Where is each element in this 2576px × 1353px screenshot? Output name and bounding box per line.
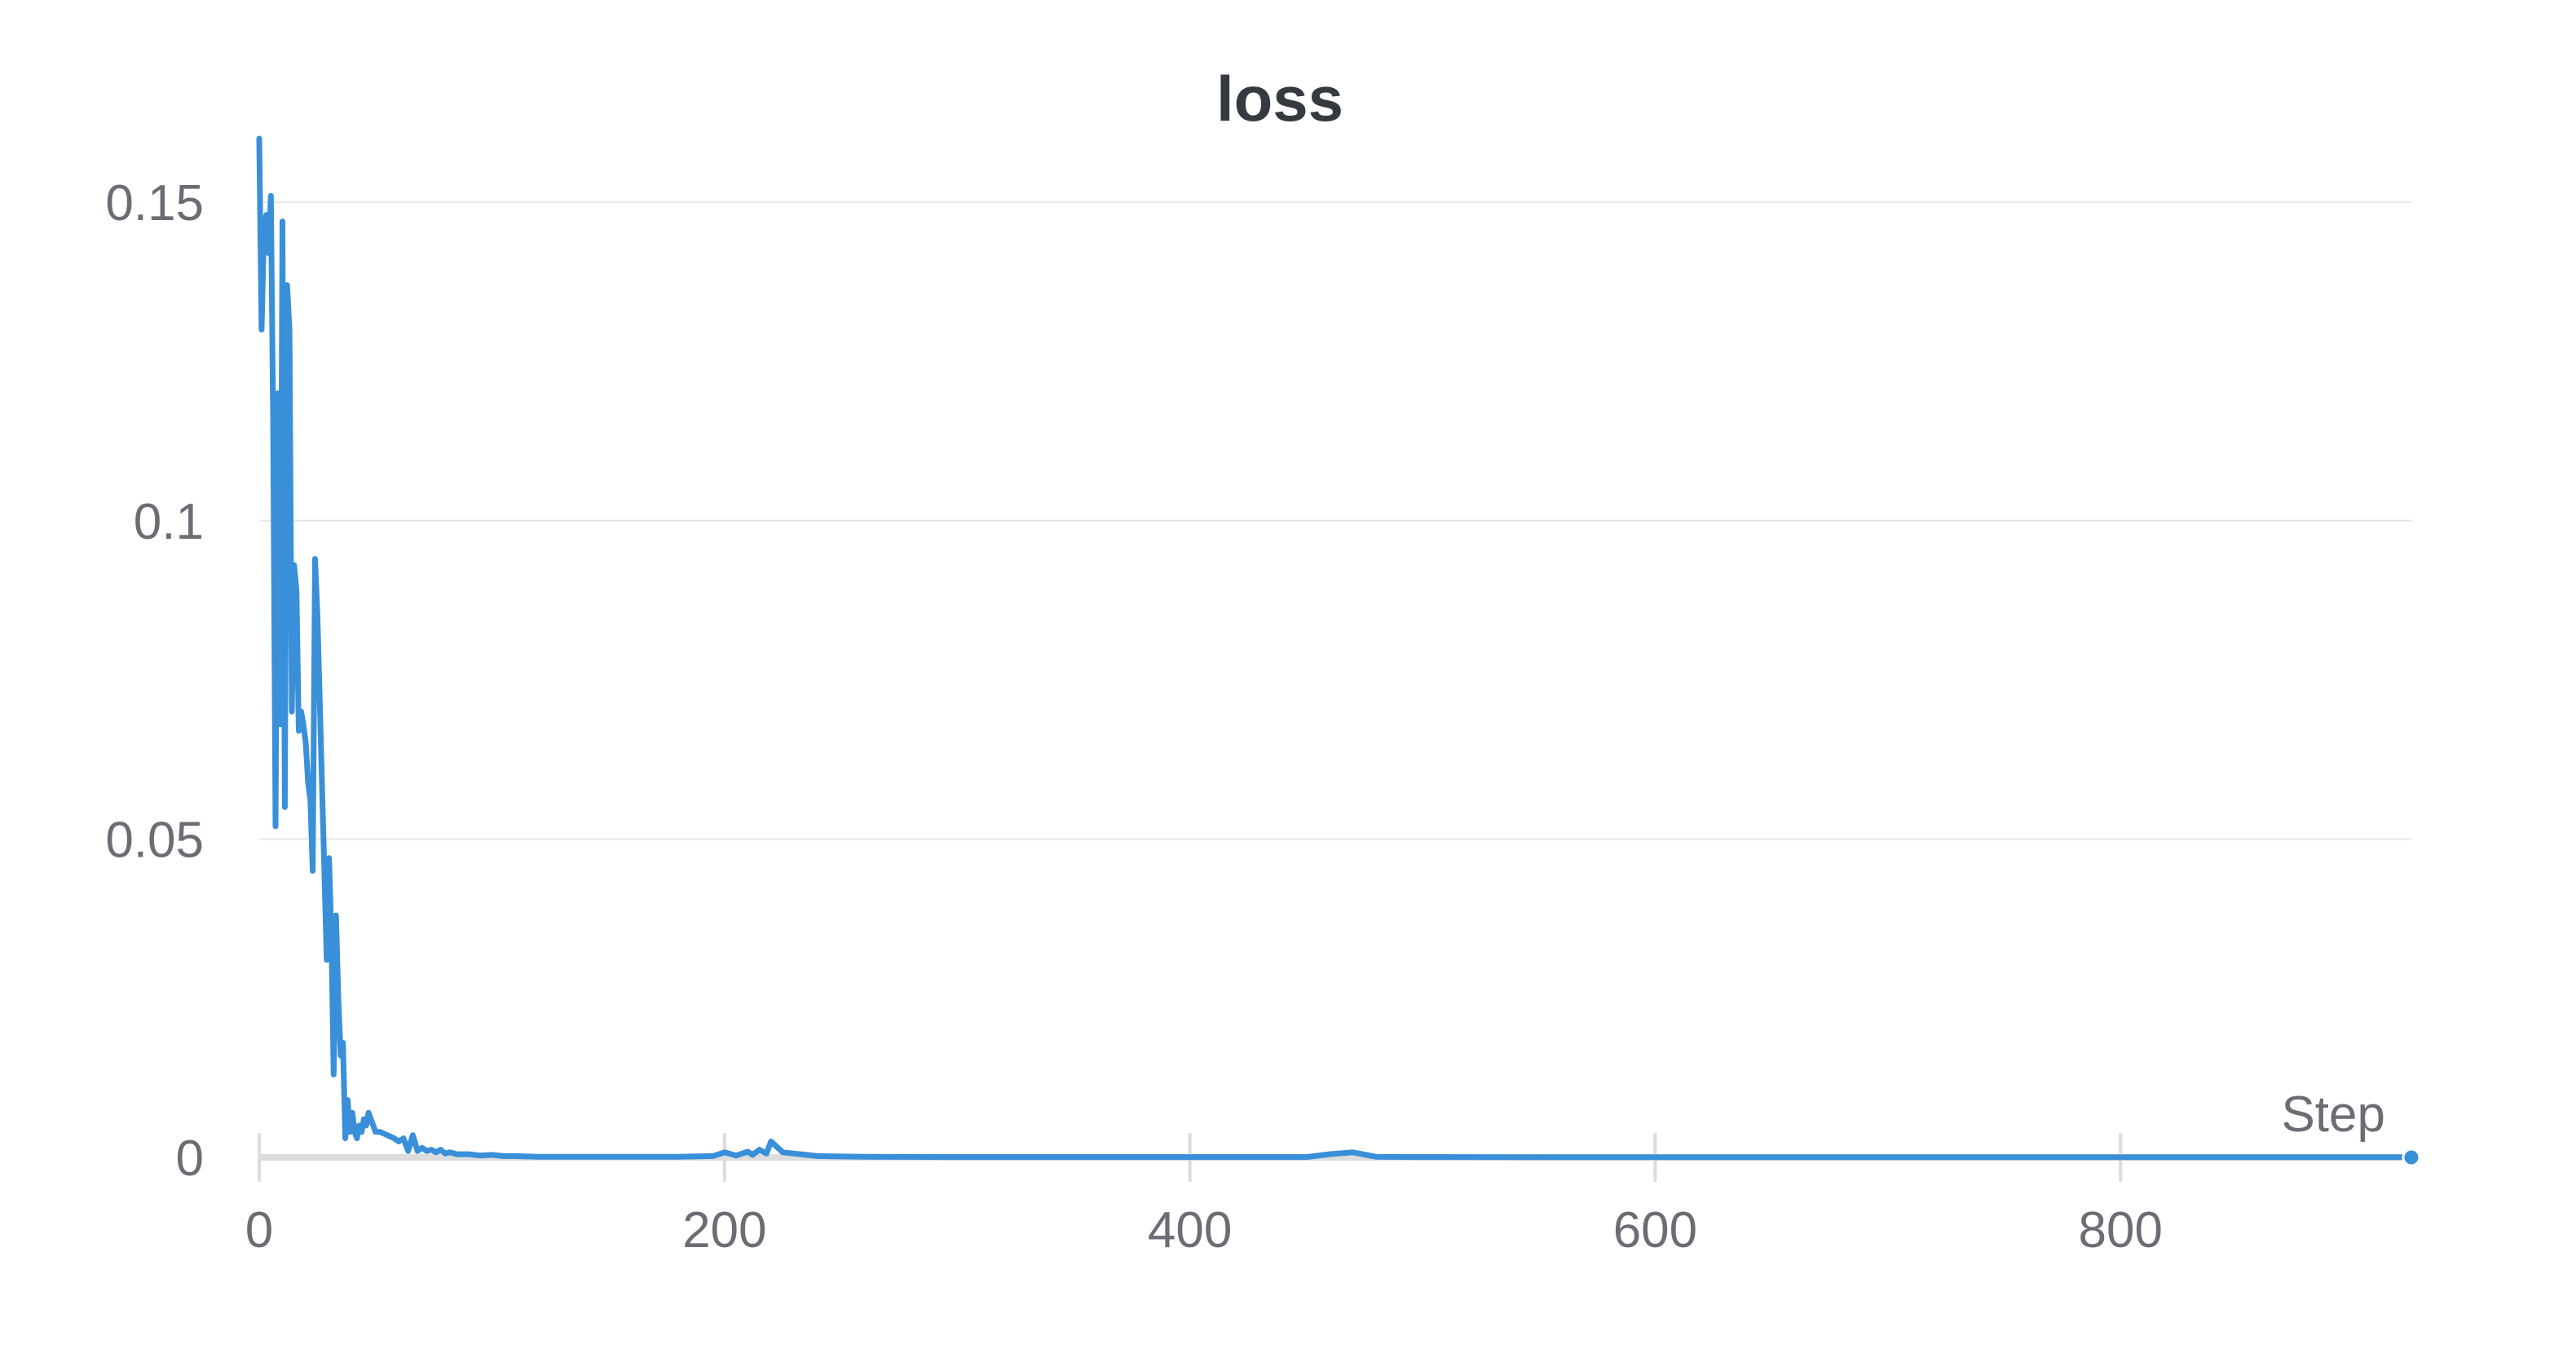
y-tick-label: 0: [176, 1130, 204, 1187]
x-tick-label: 600: [1613, 1202, 1697, 1258]
plot-area: [256, 135, 2421, 1167]
x-axis-end-marker: [2402, 1148, 2421, 1167]
grid: [259, 201, 2411, 840]
x-tick-label: 800: [2079, 1202, 2163, 1258]
x-tick-label: 0: [245, 1202, 273, 1258]
x-tick-label: 200: [682, 1202, 766, 1258]
x-axis-label: Step: [2281, 1086, 2385, 1143]
y-tick-label: 0.15: [105, 175, 204, 231]
y-tick-label: 0.1: [134, 494, 204, 550]
y-axis: 0 0.05 0.1 0.15: [105, 175, 204, 1187]
y-tick-label: 0.05: [105, 812, 204, 868]
loss-series-line: [256, 135, 2415, 1161]
x-tick-label: 400: [1148, 1202, 1232, 1258]
chart-title: loss: [1216, 63, 1343, 134]
